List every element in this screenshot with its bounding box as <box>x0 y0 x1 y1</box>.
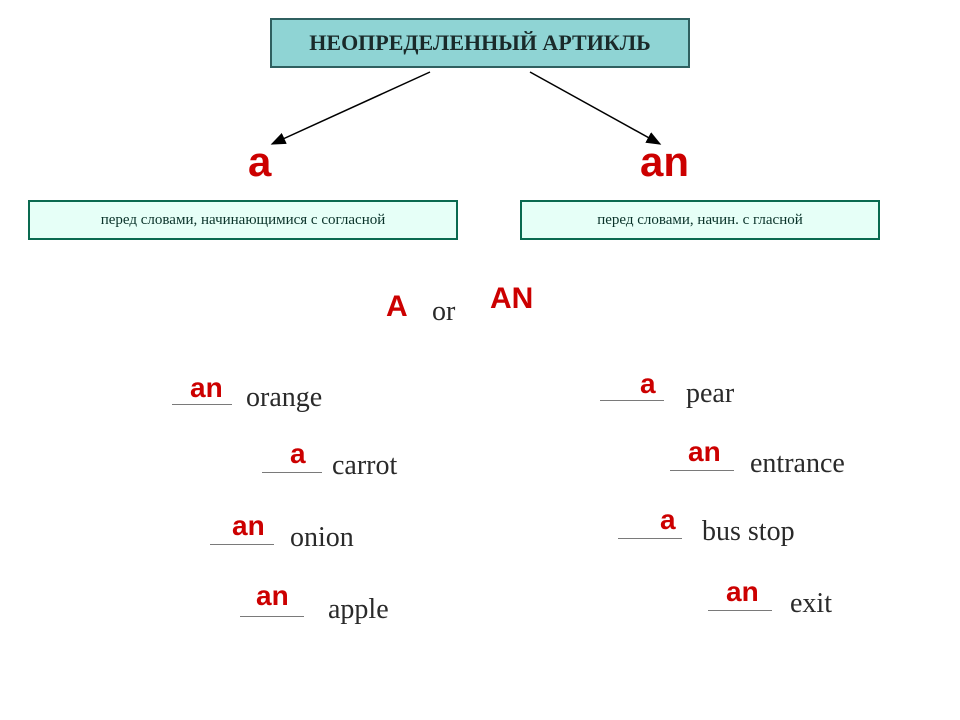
example-article: a <box>660 504 676 536</box>
example-blank <box>240 616 304 617</box>
example-word: pear <box>686 378 734 410</box>
example-blank <box>708 610 772 611</box>
example-article: an <box>256 580 289 612</box>
arrow-right <box>530 72 660 144</box>
rule-an-text: перед словами, начин. с гласной <box>597 212 803 229</box>
example-article: an <box>232 510 265 542</box>
example-article: an <box>190 372 223 404</box>
example-word: apple <box>328 594 389 626</box>
title-box: НЕОПРЕДЕЛЕННЫЙ АРТИКЛЬ <box>270 18 690 68</box>
article-a-label: a <box>248 138 271 186</box>
example-blank <box>172 404 232 405</box>
example-word: entrance <box>750 448 845 480</box>
rule-a-box: перед словами, начинающимися с согласной <box>28 200 458 240</box>
example-blank <box>210 544 274 545</box>
example-blank <box>600 400 664 401</box>
example-article: a <box>290 438 306 470</box>
rule-an-box: перед словами, начин. с гласной <box>520 200 880 240</box>
example-article: an <box>688 436 721 468</box>
example-article: a <box>640 368 656 400</box>
example-word: bus stop <box>702 516 795 548</box>
example-blank <box>670 470 734 471</box>
rule-a-text: перед словами, начинающимися с согласной <box>101 212 386 229</box>
center-an: AN <box>490 282 533 316</box>
example-blank <box>262 472 322 473</box>
example-word: orange <box>246 382 322 414</box>
example-word: exit <box>790 588 832 620</box>
arrow-left <box>272 72 430 144</box>
example-word: onion <box>290 522 354 554</box>
example-word: carrot <box>332 450 397 482</box>
example-blank <box>618 538 682 539</box>
center-a: A <box>386 290 408 324</box>
title-text: НЕОПРЕДЕЛЕННЫЙ АРТИКЛЬ <box>309 30 650 56</box>
article-an-label: an <box>640 138 689 186</box>
example-article: an <box>726 576 759 608</box>
center-or: or <box>432 296 455 328</box>
